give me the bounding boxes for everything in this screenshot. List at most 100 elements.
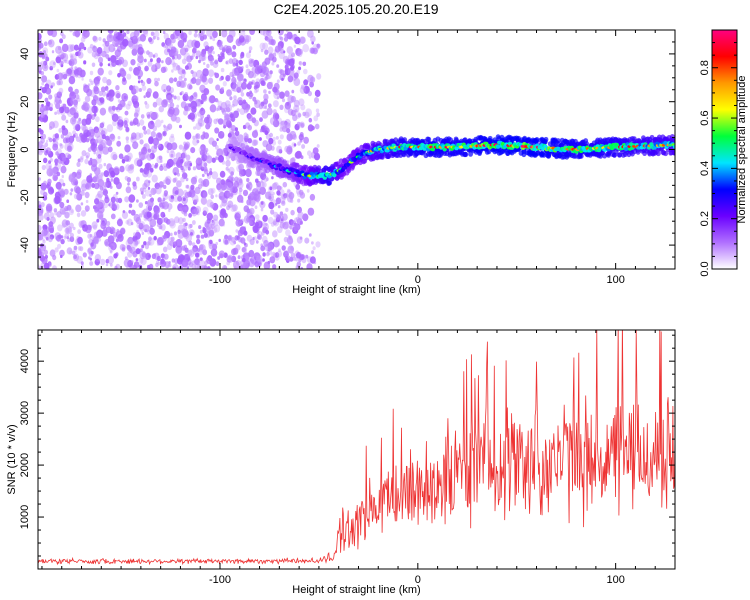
noise-speckle (43, 157, 48, 164)
noise-speckle (124, 155, 130, 162)
noise-speckle (272, 52, 277, 57)
noise-speckle (180, 176, 185, 183)
noise-speckle (144, 244, 149, 250)
noise-speckle (200, 30, 206, 35)
noise-speckle (275, 213, 281, 221)
noise-speckle (279, 69, 285, 75)
noise-speckle (165, 40, 169, 46)
noise-speckle (272, 264, 277, 269)
noise-speckle (248, 81, 252, 86)
noise-speckle (232, 204, 238, 212)
noise-speckle (45, 203, 53, 212)
noise-speckle (117, 233, 124, 242)
noise-speckle (200, 114, 205, 119)
noise-speckle (137, 80, 141, 84)
noise-speckle (138, 213, 143, 218)
noise-speckle (256, 199, 260, 204)
noise-speckle (134, 157, 141, 167)
noise-speckle (216, 148, 224, 157)
noise-speckle (175, 238, 183, 248)
noise-speckle (211, 220, 216, 226)
noise-speckle (136, 239, 140, 245)
noise-speckle (69, 53, 73, 58)
noise-speckle (209, 104, 217, 113)
noise-speckle (316, 73, 322, 80)
noise-speckle (127, 100, 132, 107)
noise-speckle (67, 142, 74, 151)
noise-speckle (188, 95, 193, 102)
noise-speckle (101, 134, 106, 140)
noise-speckle (168, 106, 175, 115)
noise-speckle (43, 180, 47, 186)
ridge-halo (535, 150, 540, 156)
noise-speckle (161, 83, 168, 92)
noise-speckle (182, 259, 189, 268)
noise-speckle (64, 211, 70, 219)
noise-speckle (313, 152, 321, 161)
noise-speckle (299, 208, 303, 212)
noise-speckle (271, 61, 275, 66)
noise-speckle (290, 77, 293, 82)
noise-speckle (260, 30, 266, 36)
noise-speckle (111, 113, 119, 122)
noise-speckle (187, 56, 191, 61)
snr-series (38, 330, 675, 566)
noise-speckle (146, 88, 152, 95)
noise-speckle (80, 261, 84, 266)
noise-speckle (89, 257, 93, 261)
noise-speckle (195, 78, 201, 86)
noise-speckle (297, 141, 301, 146)
noise-speckle (113, 166, 120, 174)
noise-speckle (149, 227, 155, 235)
noise-speckle (291, 157, 296, 163)
noise-speckle (85, 138, 90, 143)
noise-speckle (61, 114, 67, 121)
noise-speckle (186, 39, 194, 48)
noise-speckle (289, 225, 293, 230)
noise-speckle (169, 102, 175, 108)
spectrogram-y-axis-title: Frequency (Hz) (6, 112, 18, 188)
noise-speckle (146, 211, 152, 218)
noise-speckle (245, 168, 252, 178)
noise-speckle (166, 38, 172, 46)
noise-speckle (93, 175, 99, 183)
noise-speckle (208, 95, 215, 104)
noise-speckle (254, 66, 262, 75)
noise-speckle (245, 122, 251, 129)
noise-speckle (134, 132, 141, 141)
noise-speckle (148, 37, 153, 43)
noise-speckle (245, 134, 249, 139)
noise-speckle (43, 262, 50, 269)
noise-speckle (190, 184, 195, 190)
noise-speckle (247, 70, 254, 79)
noise-speckle (192, 166, 197, 171)
noise-speckle (233, 110, 239, 119)
noise-speckle (161, 60, 164, 64)
noise-speckle (281, 98, 286, 103)
noise-speckle (40, 137, 45, 144)
noise-speckle (276, 250, 283, 258)
noise-speckle (144, 101, 148, 105)
noise-speckle (114, 265, 118, 269)
noise-speckle (274, 252, 280, 258)
noise-speckle (246, 177, 250, 183)
noise-speckle (195, 252, 200, 258)
ridge-point (672, 144, 675, 149)
noise-speckle (196, 238, 201, 245)
noise-speckle (197, 118, 205, 127)
noise-speckle (109, 185, 113, 189)
noise-speckle (211, 226, 218, 234)
noise-speckle (61, 125, 66, 131)
noise-speckle (226, 190, 234, 199)
noise-speckle (153, 30, 160, 38)
noise-speckle (154, 162, 159, 168)
spectrogram-y-tick-label: 40 (19, 48, 31, 60)
noise-speckle (103, 162, 107, 167)
noise-speckle (91, 105, 98, 114)
noise-speckle (287, 95, 294, 104)
noise-speckle (172, 31, 179, 39)
noise-speckle (307, 90, 312, 97)
snr-line (38, 330, 675, 566)
noise-speckle (73, 185, 80, 194)
